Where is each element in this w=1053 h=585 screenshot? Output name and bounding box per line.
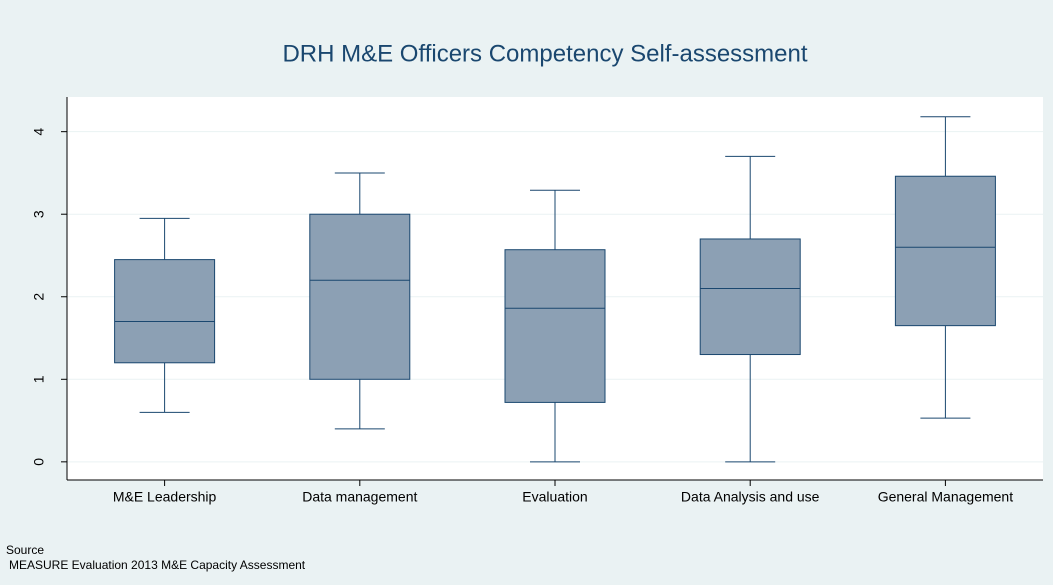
x-tick-label: Evaluation (522, 489, 587, 505)
y-tick-label: 4 (31, 128, 47, 136)
x-tick-label: Data Analysis and use (681, 489, 820, 505)
box (114, 259, 216, 364)
x-tick-label: M&E Leadership (113, 489, 217, 505)
box (504, 249, 606, 403)
box (894, 175, 996, 327)
box (309, 213, 411, 380)
source-label: Source (6, 543, 44, 557)
x-tick-label: General Management (878, 489, 1014, 505)
source-text: MEASURE Evaluation 2013 M&E Capacity Ass… (9, 558, 306, 572)
y-tick-label: 1 (31, 375, 47, 383)
x-tick-label: Data management (302, 489, 417, 505)
y-tick-label: 2 (31, 293, 47, 301)
y-tick-label: 3 (31, 210, 47, 218)
box (699, 238, 801, 356)
y-tick-label: 0 (31, 458, 47, 466)
chart-title: DRH M&E Officers Competency Self-assessm… (282, 40, 807, 67)
